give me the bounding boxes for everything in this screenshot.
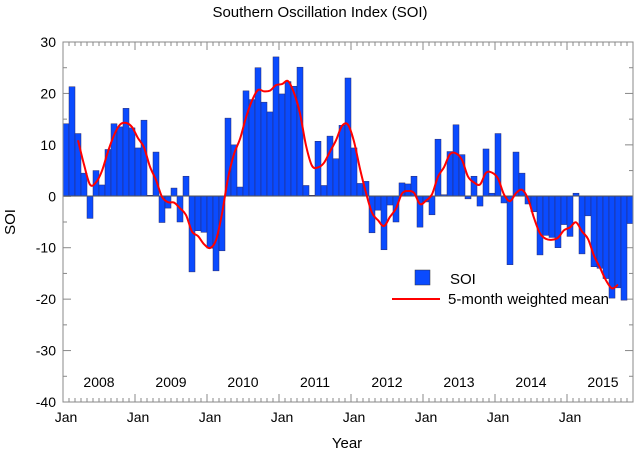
soi-bar bbox=[62, 123, 70, 197]
soi-bar bbox=[536, 196, 544, 256]
year-label: 2008 bbox=[83, 374, 114, 390]
soi-bar bbox=[200, 196, 208, 233]
legend: SOI 5-month weighted mean bbox=[392, 269, 609, 308]
soi-bar bbox=[452, 124, 460, 197]
soi-bar bbox=[242, 90, 250, 197]
soi-bar bbox=[338, 125, 346, 197]
plot-frame bbox=[62, 41, 634, 403]
soi-bar bbox=[134, 147, 142, 197]
soi-bar bbox=[236, 186, 244, 197]
soi-bar bbox=[266, 111, 274, 197]
soi-bar bbox=[68, 86, 76, 197]
soi-bar bbox=[596, 196, 604, 269]
soi-bar bbox=[470, 175, 478, 197]
y-tick-label: -20 bbox=[36, 291, 56, 307]
soi-bar bbox=[428, 196, 436, 216]
y-tick-label: 20 bbox=[40, 85, 56, 101]
year-label: 2010 bbox=[227, 374, 258, 390]
y-tick-label: 10 bbox=[40, 137, 56, 153]
x-tick-label-jan: Jan bbox=[415, 409, 438, 425]
y-tick-label: 30 bbox=[40, 34, 56, 50]
year-label: 2011 bbox=[300, 374, 330, 390]
soi-bar bbox=[254, 67, 262, 197]
soi-bar bbox=[290, 85, 298, 197]
soi-bar bbox=[182, 175, 190, 197]
soi-bar bbox=[332, 158, 340, 197]
soi-bar bbox=[344, 77, 352, 197]
soi-bar bbox=[170, 187, 178, 197]
soi-bar bbox=[116, 126, 124, 197]
soi-bar bbox=[506, 196, 514, 265]
x-tick-label-jan: Jan bbox=[559, 409, 582, 425]
soi-bar bbox=[284, 81, 292, 197]
soi-bar bbox=[278, 93, 286, 197]
soi-bar bbox=[128, 127, 136, 197]
soi-bar bbox=[554, 196, 562, 248]
soi-bar bbox=[80, 172, 88, 197]
soi-bar bbox=[608, 196, 616, 299]
x-tick-label-jan: Jan bbox=[55, 409, 78, 425]
axis-labels: -40 -30 -20 -10 0 10 20 30 Jan 2008 Jan 2009 Jan 2010… bbox=[36, 34, 619, 425]
soi-bars bbox=[62, 56, 634, 301]
soi-bar bbox=[602, 196, 610, 279]
soi-bar bbox=[320, 185, 328, 197]
soi-bar bbox=[434, 138, 442, 197]
y-tick-label: 0 bbox=[48, 188, 56, 204]
soi-bar bbox=[302, 185, 310, 197]
soi-bar bbox=[140, 119, 148, 197]
soi-bar bbox=[260, 101, 268, 197]
soi-bar bbox=[296, 66, 304, 197]
soi-bar bbox=[248, 99, 256, 197]
x-tick-label-jan: Jan bbox=[127, 409, 150, 425]
soi-bar bbox=[620, 196, 628, 301]
legend-mean-label: 5-month weighted mean bbox=[448, 291, 609, 308]
soi-bar bbox=[566, 196, 574, 237]
soi-bar bbox=[578, 196, 586, 255]
soi-bar bbox=[542, 196, 550, 236]
soi-bar bbox=[584, 196, 592, 217]
y-tick-label: -40 bbox=[36, 394, 56, 410]
soi-bar bbox=[374, 196, 382, 211]
soi-bar bbox=[626, 196, 634, 224]
year-label: 2013 bbox=[443, 374, 474, 390]
year-label: 2009 bbox=[155, 374, 186, 390]
x-tick-label-jan: Jan bbox=[199, 409, 222, 425]
soi-bar bbox=[326, 135, 334, 197]
soi-bar bbox=[476, 196, 484, 207]
y-axis-label: SOI bbox=[2, 209, 19, 235]
soi-bar bbox=[206, 196, 214, 249]
soi-bar bbox=[86, 196, 94, 219]
x-tick-label-jan: Jan bbox=[343, 409, 366, 425]
x-tick-label-jan: Jan bbox=[271, 409, 294, 425]
weighted-mean-line bbox=[77, 79, 619, 290]
soi-bar bbox=[122, 108, 130, 197]
x-tick-label-jan: Jan bbox=[487, 409, 510, 425]
soi-bar bbox=[356, 183, 364, 197]
soi-bar bbox=[512, 151, 520, 197]
legend-soi-label: SOI bbox=[450, 271, 476, 288]
y-tick-label: -30 bbox=[36, 343, 56, 359]
chart-title: Southern Oscillation Index (SOI) bbox=[212, 4, 427, 21]
legend-soi-swatch bbox=[414, 269, 431, 286]
soi-bar bbox=[194, 196, 202, 231]
soi-bar bbox=[98, 184, 106, 197]
year-label: 2014 bbox=[515, 374, 546, 390]
y-tick-label: -10 bbox=[36, 240, 56, 256]
soi-bar bbox=[464, 196, 472, 200]
soi-bar bbox=[272, 56, 280, 197]
soi-bar bbox=[560, 196, 568, 225]
soi-bar bbox=[386, 196, 394, 206]
year-label: 2012 bbox=[371, 374, 402, 390]
soi-bar bbox=[548, 196, 556, 238]
year-label: 2015 bbox=[587, 374, 618, 390]
x-axis-label: Year bbox=[332, 435, 362, 452]
soi-bar bbox=[614, 196, 622, 289]
